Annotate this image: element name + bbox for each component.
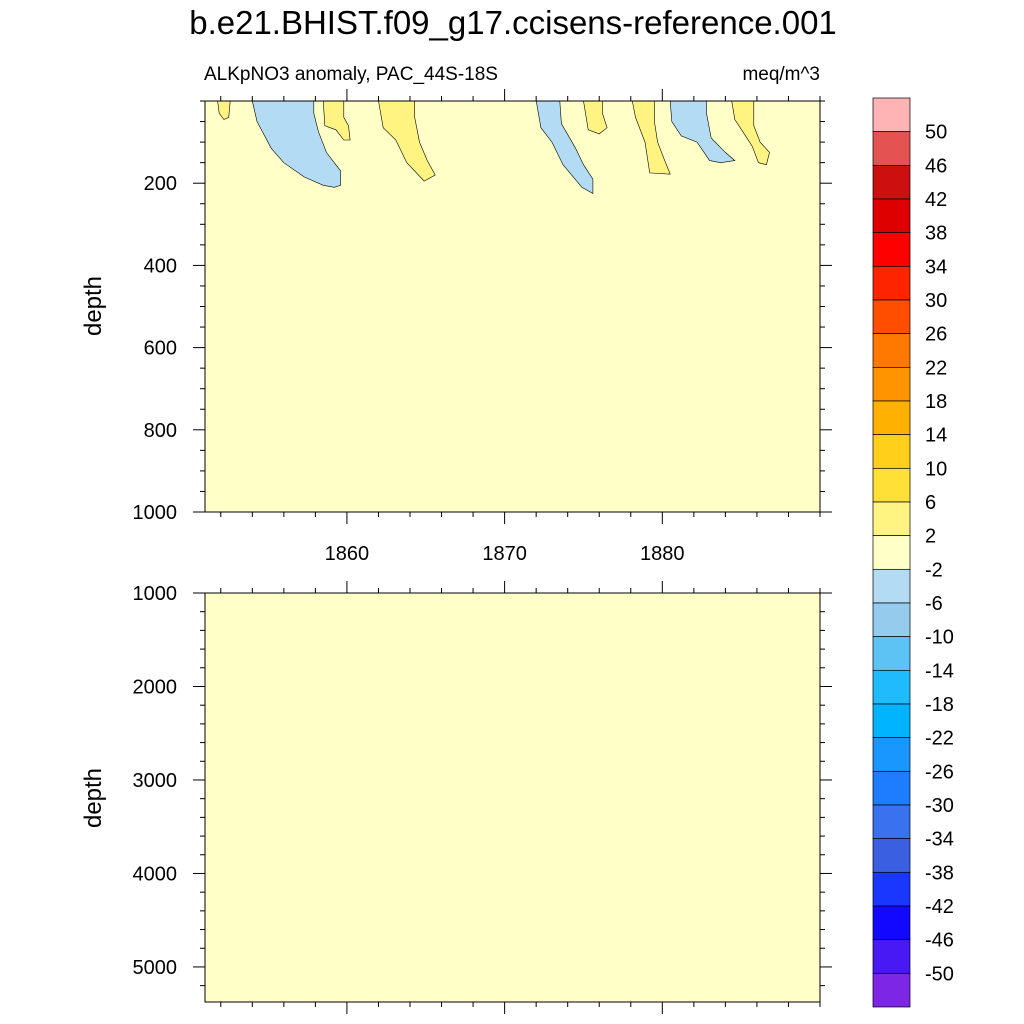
lower-axis-ticks <box>193 581 832 1014</box>
negative-anomaly-region <box>669 100 736 164</box>
colorbar-swatch <box>872 838 911 873</box>
colorbar-label: -34 <box>925 829 954 851</box>
colorbar-swatch <box>872 467 911 503</box>
colorbar-swatch <box>872 804 911 840</box>
colorbar-label: -30 <box>925 795 954 817</box>
colorbar-swatch <box>872 568 911 604</box>
colorbar-swatch <box>872 770 911 806</box>
colorbar-label: -22 <box>925 728 954 750</box>
colorbar-label: -2 <box>925 559 943 581</box>
colorbar-swatch <box>872 164 911 200</box>
y-tick-label: 400 <box>144 255 177 277</box>
colorbar-label: -38 <box>925 862 954 884</box>
upper-depth-axis-label: depth <box>80 276 107 336</box>
colorbar-label: -50 <box>925 963 954 985</box>
colorbar-label: 50 <box>925 122 947 144</box>
colorbar-swatch <box>872 265 911 301</box>
colorbar-label: -42 <box>925 896 954 918</box>
colorbar-label: 10 <box>925 458 947 480</box>
colorbar-label: -14 <box>925 660 954 682</box>
colorbar-label: 2 <box>925 526 936 548</box>
upper-tick-labels: 200 400 600 800 1000 <box>133 173 178 524</box>
colorbar-swatch <box>872 501 911 537</box>
colorbar-label: 30 <box>925 290 947 312</box>
colorbar-swatch <box>872 871 911 907</box>
colorbar-swatch <box>872 703 911 739</box>
colorbar-label: -46 <box>925 930 954 952</box>
colorbar-label: 22 <box>925 357 947 379</box>
y-tick-label: 2000 <box>133 676 178 698</box>
positive-anomaly-region <box>378 100 436 182</box>
upper-units-label: meq/m^3 <box>742 64 820 85</box>
colorbar-swatch <box>872 939 911 974</box>
colorbar-label: 34 <box>925 256 947 278</box>
negative-anomaly-region <box>251 100 341 188</box>
figure-title: b.e21.BHIST.f09_g17.ccisens-reference.00… <box>189 4 837 41</box>
upper-left-subtitle: ALKpNO3 anomaly, PAC_44S-18S <box>204 64 498 85</box>
colorbar-swatch <box>872 400 911 436</box>
colorbar-swatch <box>872 535 911 570</box>
positive-anomaly-region <box>631 100 671 175</box>
negative-anomaly-region <box>535 100 594 195</box>
y-tick-label: 5000 <box>133 957 178 979</box>
colorbar-swatch <box>872 434 911 469</box>
positive-anomaly-region <box>731 100 770 166</box>
x-tick-label: 1860 <box>325 543 370 565</box>
y-tick-label: 1000 <box>133 583 178 605</box>
colorbar-swatch <box>872 737 911 772</box>
y-tick-label: 800 <box>144 420 177 442</box>
y-tick-label: 1000 <box>133 502 178 524</box>
y-tick-label: 4000 <box>133 863 178 885</box>
colorbar: 50 46 42 38 34 30 26 22 18 14 10 6 2 -2 -6 -10 -14 -18 -22… <box>872 97 954 1008</box>
y-tick-label: 600 <box>144 338 177 360</box>
year-tick-labels: 1860 1870 1880 <box>325 543 685 565</box>
colorbar-swatch <box>872 636 911 671</box>
colorbar-swatch <box>872 333 911 368</box>
colorbar-swatch <box>872 669 911 705</box>
colorbar-label: -18 <box>925 694 954 716</box>
lower-tick-labels: 1000 2000 3000 4000 5000 <box>133 583 178 979</box>
x-tick-label: 1880 <box>640 543 685 565</box>
colorbar-swatch <box>872 366 911 402</box>
colorbar-label: 26 <box>925 324 947 346</box>
colorbar-label: -6 <box>925 593 943 615</box>
upper-anomaly-contours <box>217 100 770 195</box>
upper-plot-frame <box>204 100 821 513</box>
colorbar-swatch <box>872 97 911 133</box>
colorbar-label: 14 <box>925 425 947 447</box>
colorbar-swatch <box>872 972 911 1008</box>
y-tick-label: 3000 <box>133 770 178 792</box>
lower-depth-panel: 1000 2000 3000 4000 5000 depth <box>80 581 832 1014</box>
colorbar-swatch <box>872 905 911 941</box>
colorbar-label: 42 <box>925 189 947 211</box>
colorbar-label: 38 <box>925 223 947 245</box>
x-tick-label: 1870 <box>482 543 527 565</box>
colorbar-label: -10 <box>925 627 954 649</box>
upper-axis-ticks <box>193 89 832 524</box>
colorbar-label: 18 <box>925 391 947 413</box>
colorbar-label: 6 <box>925 492 936 514</box>
y-tick-label: 200 <box>144 173 177 195</box>
colorbar-label: -26 <box>925 761 954 783</box>
lower-plot-frame <box>204 592 821 1003</box>
lower-plot-background <box>205 593 820 1002</box>
colorbar-swatch <box>872 198 911 234</box>
colorbar-label: 46 <box>925 155 947 177</box>
colorbar-swatch <box>872 131 911 166</box>
positive-anomaly-region <box>322 100 351 141</box>
colorbar-swatch <box>872 299 911 335</box>
colorbar-swatch <box>872 232 911 267</box>
colorbar-swatch <box>872 602 911 638</box>
upper-depth-panel: 200 400 600 800 1000 depth <box>80 89 832 524</box>
lower-depth-axis-label: depth <box>80 768 107 828</box>
